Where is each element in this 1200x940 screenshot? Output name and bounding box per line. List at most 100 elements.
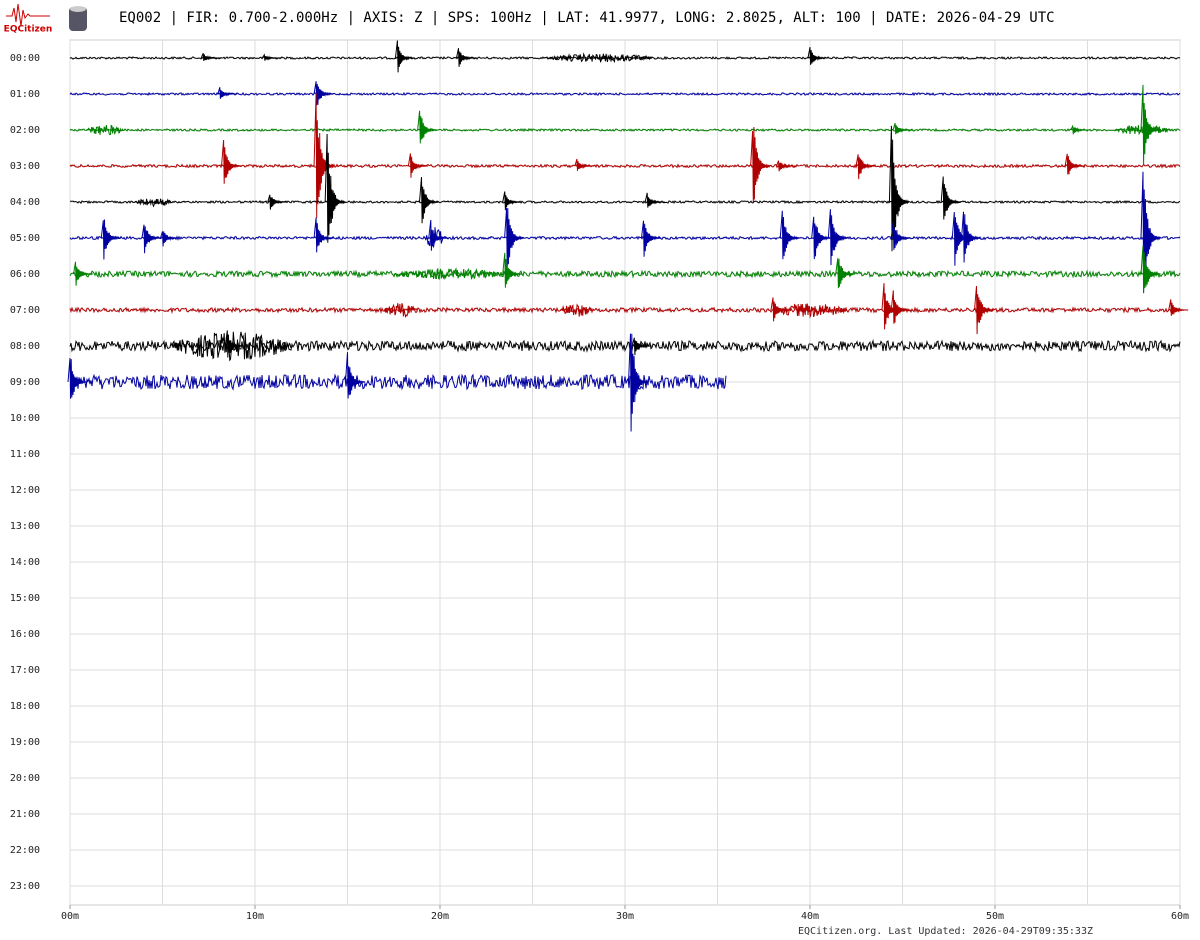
- trace-event: [855, 154, 876, 180]
- trace-burst: [86, 124, 124, 136]
- trace-event: [1140, 245, 1161, 294]
- trace-event: [776, 160, 796, 172]
- trace-event: [1064, 153, 1085, 175]
- trace-burst: [772, 303, 847, 319]
- chart-title: EQ002 | FIR: 0.700-2.000Hz | AXIS: Z | S…: [119, 10, 1055, 26]
- trace-noise: [69, 305, 1181, 315]
- trace-event: [961, 211, 982, 263]
- trace-event: [1070, 124, 1091, 135]
- x-tick-label: 10m: [246, 911, 264, 922]
- trace-event: [417, 110, 438, 144]
- footer: EQCitizen.org. Last Updated: 2026-04-29T…: [798, 926, 1093, 937]
- trace-event: [890, 221, 911, 250]
- trace-event: [261, 53, 282, 61]
- trace-burst: [384, 303, 418, 319]
- row-label: 22:00: [10, 845, 40, 856]
- trace-event: [628, 333, 649, 432]
- trace-event: [221, 139, 242, 184]
- trace-event: [750, 126, 771, 203]
- logo-text: EQCitizen: [4, 25, 53, 35]
- trace-noise: [69, 127, 1181, 133]
- row-label: 20:00: [10, 773, 40, 784]
- trace-event: [73, 261, 94, 286]
- trace-event: [807, 47, 828, 65]
- row-label: 12:00: [10, 485, 40, 496]
- trace-event: [100, 219, 121, 260]
- trace-burst: [547, 52, 653, 63]
- trace-event: [160, 231, 181, 247]
- trace-event: [890, 290, 911, 324]
- trace-event: [770, 297, 791, 322]
- trace-event: [313, 217, 334, 253]
- trace-event: [200, 53, 221, 61]
- trace-event: [141, 224, 162, 254]
- x-tick-label: 30m: [616, 911, 634, 922]
- row-label: 16:00: [10, 629, 40, 640]
- x-tick-label: 00m: [61, 911, 79, 922]
- row-label: 18:00: [10, 701, 40, 712]
- trace-event: [974, 286, 995, 335]
- trace-event: [407, 153, 428, 178]
- trace-event: [641, 220, 662, 257]
- trace-event: [428, 219, 449, 251]
- row-label: 02:00: [10, 125, 40, 136]
- trace-event: [892, 123, 913, 135]
- trace-event: [779, 210, 801, 260]
- trace-event: [502, 252, 523, 288]
- row-label: 06:00: [10, 269, 40, 280]
- trace-event: [631, 337, 652, 356]
- trace-event: [1140, 84, 1161, 166]
- row-label: 05:00: [10, 233, 40, 244]
- trace-event: [224, 330, 245, 358]
- trace-noise: [69, 235, 1181, 241]
- trace-event: [827, 209, 849, 266]
- row-label: 14:00: [10, 557, 40, 568]
- x-tick-label: 60m: [1171, 911, 1189, 922]
- row-label: 07:00: [10, 305, 40, 316]
- trace-event: [394, 40, 415, 73]
- trace-event: [217, 87, 238, 99]
- trace-event: [267, 194, 288, 210]
- row-label: 04:00: [10, 197, 40, 208]
- logo-icon: [6, 3, 50, 27]
- row-label: 17:00: [10, 665, 40, 676]
- row-label: 13:00: [10, 521, 40, 532]
- trace-event: [313, 93, 334, 219]
- trace-noise: [69, 373, 727, 391]
- row-label: 10:00: [10, 413, 40, 424]
- trace-event: [419, 177, 440, 224]
- trace-burst: [134, 198, 172, 208]
- trace-event: [345, 352, 366, 399]
- trace-event: [940, 176, 961, 220]
- trace-noise: [69, 163, 1181, 169]
- trace-event: [835, 258, 856, 289]
- trace-event: [1140, 171, 1161, 293]
- trace-event: [67, 358, 88, 399]
- x-tick-label: 40m: [801, 911, 819, 922]
- sensor-icon: [69, 7, 87, 31]
- row-label: 00:00: [10, 53, 40, 64]
- row-label: 19:00: [10, 737, 40, 748]
- trace-noise: [70, 199, 1181, 205]
- trace-event: [313, 81, 334, 106]
- row-label: 03:00: [10, 161, 40, 172]
- trace-event: [888, 125, 910, 252]
- trace-burst: [393, 267, 505, 281]
- trace-event: [456, 48, 477, 67]
- x-tick-label: 20m: [431, 911, 449, 922]
- sensor-icon-top: [70, 6, 86, 12]
- row-label: 21:00: [10, 809, 40, 820]
- row-label: 08:00: [10, 341, 40, 352]
- trace-event: [1168, 299, 1189, 316]
- trace-burst: [560, 303, 592, 317]
- row-label: 09:00: [10, 377, 40, 388]
- trace-noise: [69, 269, 1181, 279]
- logo: EQCitizen: [4, 3, 87, 35]
- trace-event: [574, 158, 595, 171]
- trace-event: [504, 207, 525, 271]
- trace-event: [324, 133, 345, 243]
- row-label: 23:00: [10, 881, 40, 892]
- row-label: 15:00: [10, 593, 40, 604]
